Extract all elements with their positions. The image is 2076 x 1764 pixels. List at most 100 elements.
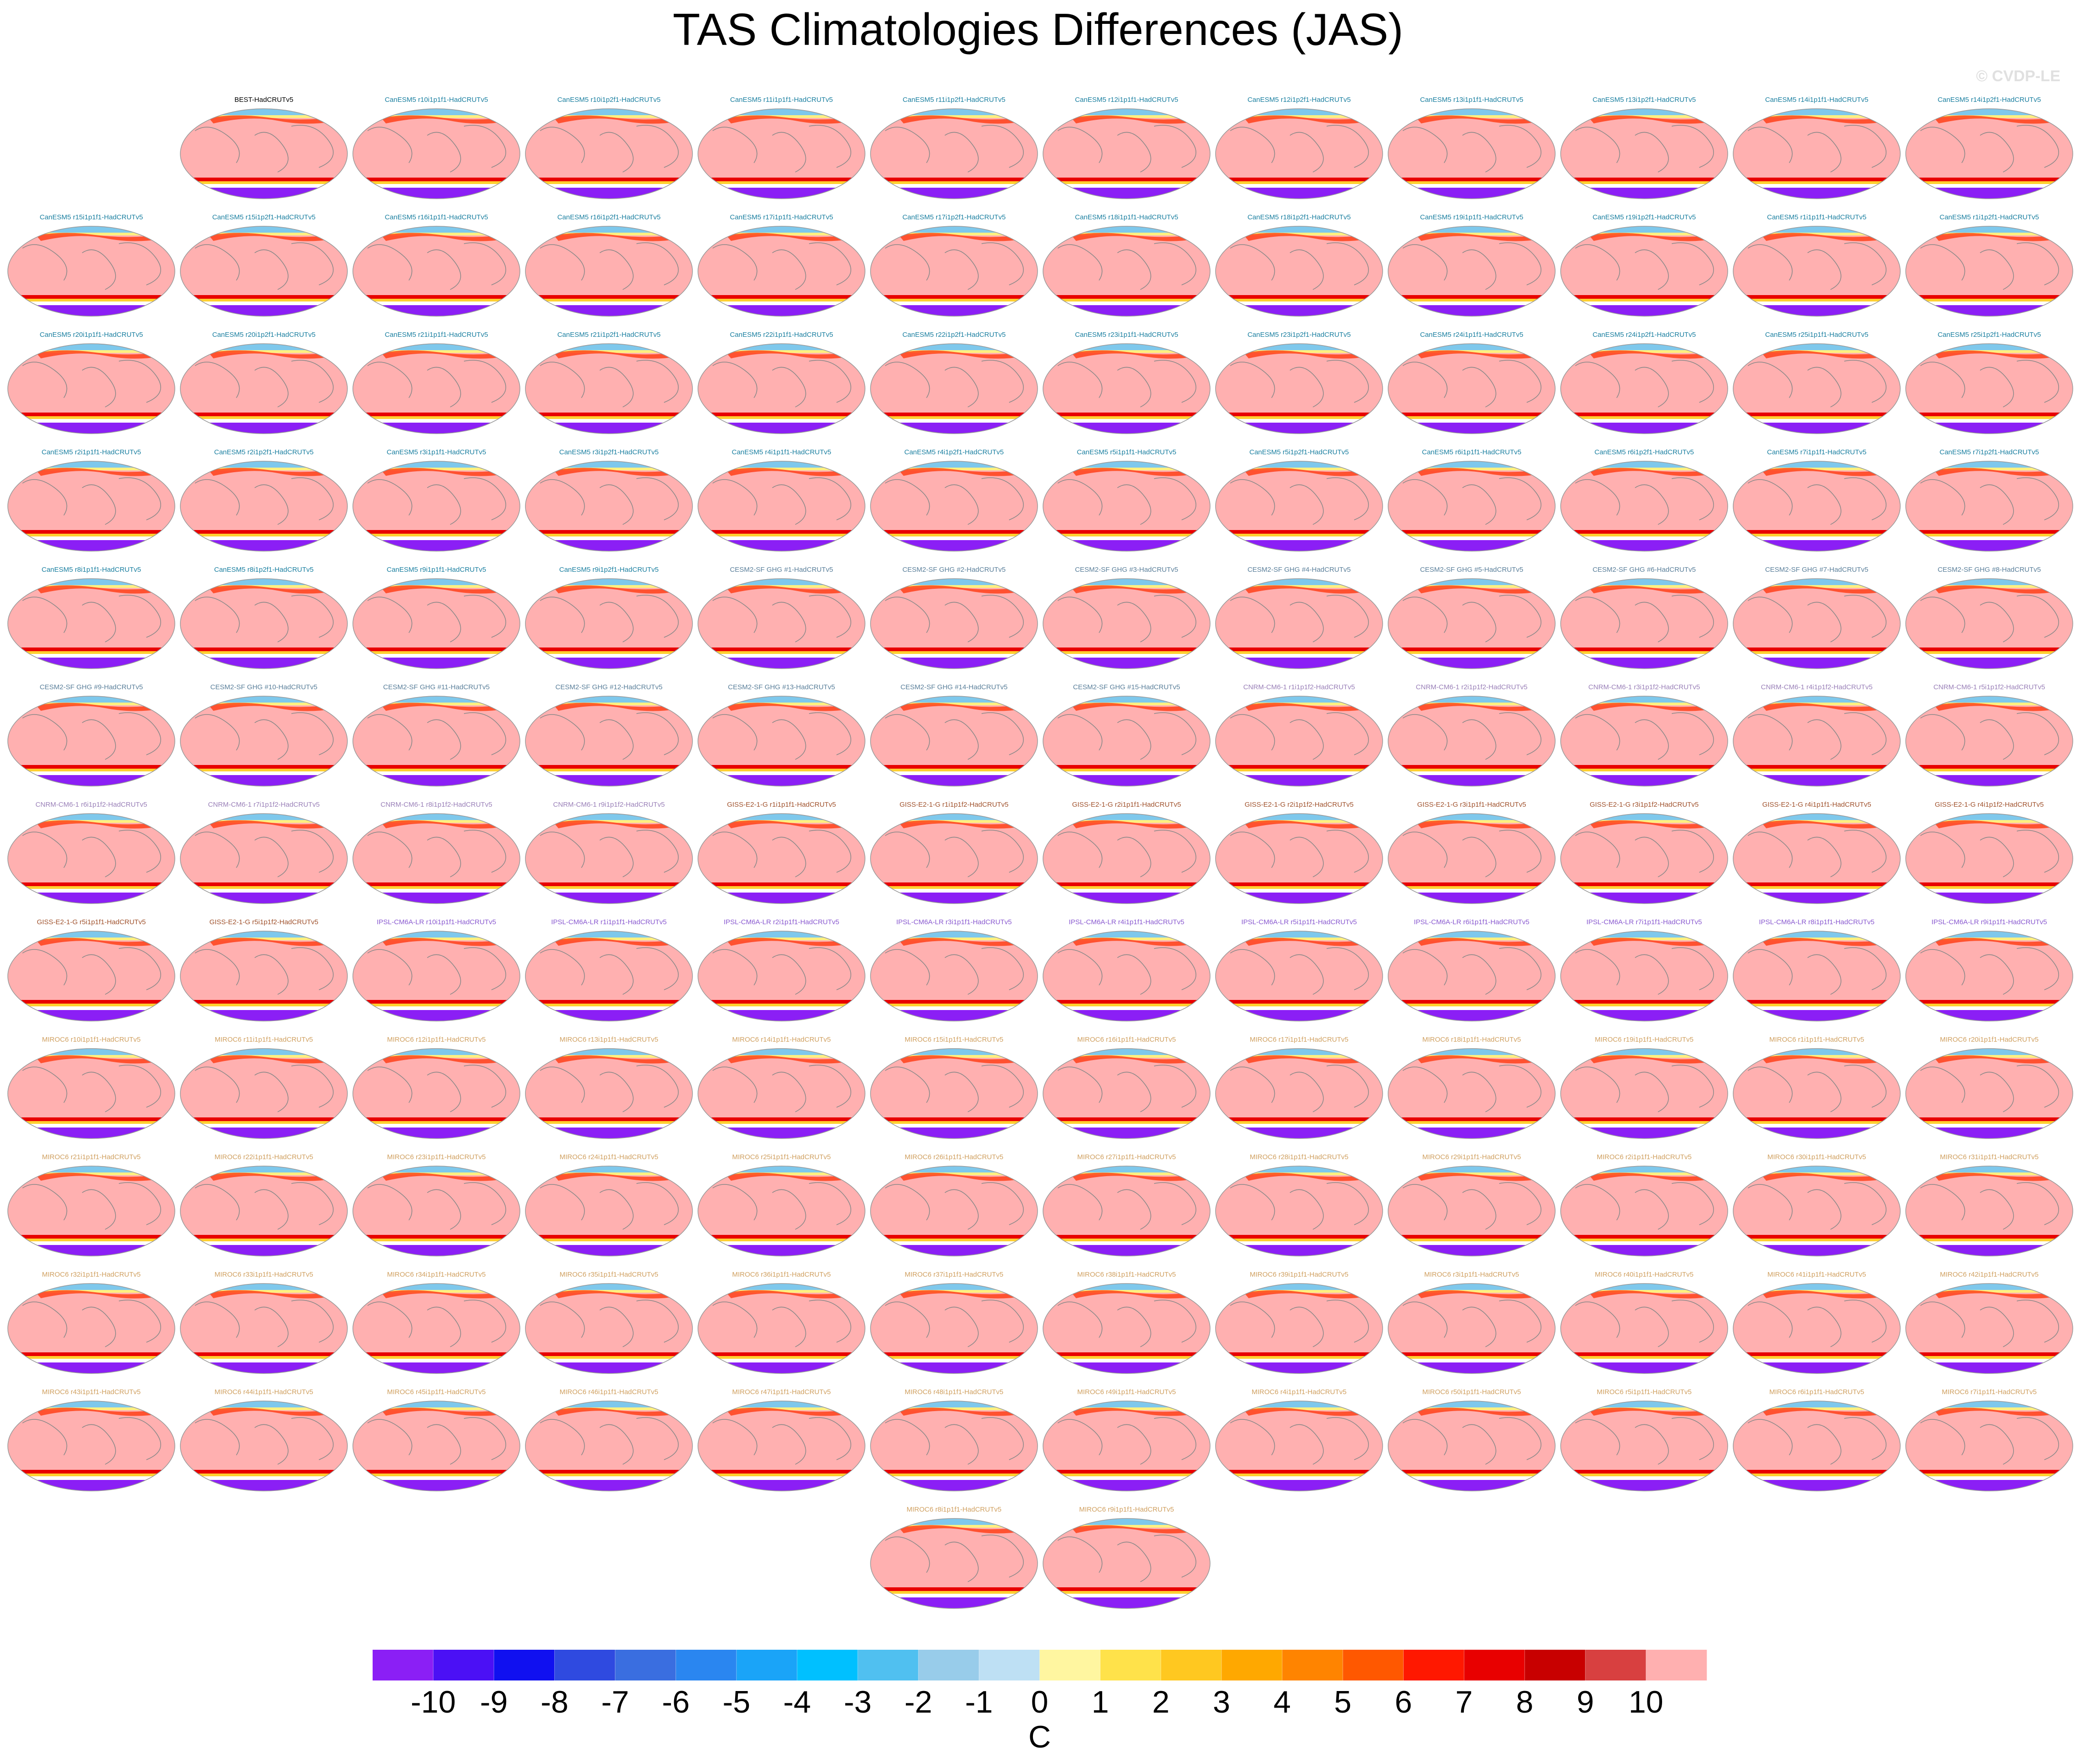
panel-label: MIROC6 r17i1p1f1-HadCRUTv5	[1250, 1036, 1348, 1044]
colorbar-box	[433, 1650, 494, 1680]
map-outline	[1388, 813, 1556, 904]
map-panel	[1216, 579, 1383, 669]
map-panel	[1733, 344, 1900, 434]
map-outline	[1215, 461, 1383, 552]
map-panel	[180, 696, 347, 786]
map-outline	[525, 461, 693, 552]
panel-label: CanESM5 r24i1p2f1-HadCRUTv5	[1592, 331, 1696, 339]
map-outline	[1043, 226, 1211, 317]
map-outline	[525, 108, 693, 199]
panel-label: GISS-E2-1-G r5i1p1f1-HadCRUTv5	[37, 918, 146, 926]
map-outline	[1733, 696, 1901, 787]
map-outline	[870, 1048, 1038, 1139]
panel-label: CNRM-CM6-1 r2i1p1f2-HadCRUTv5	[1416, 683, 1527, 691]
colorbar-box	[615, 1650, 676, 1680]
colorbar-label: -10	[411, 1685, 456, 1719]
map-outline	[1560, 108, 1728, 199]
map-outline	[1733, 1166, 1901, 1256]
panel-label: IPSL-CM6A-LR r8i1p1f1-HadCRUTv5	[1759, 918, 1875, 926]
map-outline	[1215, 343, 1383, 434]
panel-label: MIROC6 r30i1p1f1-HadCRUTv5	[1767, 1153, 1866, 1161]
map-outline	[352, 461, 520, 552]
map-outline	[698, 1048, 865, 1139]
map-outline	[7, 578, 175, 669]
map-outline	[7, 1166, 175, 1256]
map-panel	[353, 344, 520, 434]
map-panel	[1216, 696, 1383, 786]
panel-label: MIROC6 r40i1p1f1-HadCRUTv5	[1595, 1271, 1693, 1278]
map-panel	[1561, 461, 1728, 551]
panel-label: MIROC6 r38i1p1f1-HadCRUTv5	[1077, 1271, 1176, 1278]
panel-label: CESM2-SF GHG #11-HadCRUTv5	[383, 683, 490, 691]
colorbar-label: 4	[1273, 1685, 1291, 1719]
colorbar-box	[1343, 1650, 1404, 1680]
panel-label: CanESM5 r19i1p2f1-HadCRUTv5	[1592, 213, 1696, 221]
map-outline	[1043, 343, 1211, 434]
panel-label: MIROC6 r5i1p1f1-HadCRUTv5	[1597, 1388, 1692, 1396]
colorbar-label: 8	[1516, 1685, 1534, 1719]
map-panel	[8, 696, 175, 786]
map-outline	[1905, 696, 2073, 787]
panel-label: GISS-E2-1-G r4i1p1f2-HadCRUTv5	[1935, 801, 2044, 809]
map-outline	[698, 1166, 865, 1256]
map-outline	[180, 343, 348, 434]
map-outline	[1043, 578, 1211, 669]
colorbar-unit: C	[1028, 1719, 1051, 1754]
panel-label: MIROC6 r20i1p1f1-HadCRUTv5	[1940, 1036, 2038, 1044]
map-panel	[1733, 461, 1900, 551]
panel-label: MIROC6 r50i1p1f1-HadCRUTv5	[1422, 1388, 1521, 1396]
map-outline	[1560, 226, 1728, 317]
map-panel	[1388, 461, 1555, 551]
panel-label: MIROC6 r37i1p1f1-HadCRUTv5	[904, 1271, 1003, 1278]
map-panel	[1043, 1049, 1210, 1139]
colorbar-box	[1161, 1650, 1222, 1680]
map-outline	[1043, 696, 1211, 787]
map-outline	[1388, 343, 1556, 434]
map-outline	[352, 1283, 520, 1374]
panel-label: BEST-HadCRUTv5	[234, 96, 293, 104]
map-outline	[1560, 813, 1728, 904]
colorbar-box	[1039, 1650, 1101, 1680]
map-panel	[8, 1166, 175, 1256]
panel-label: CanESM5 r3i1p2f1-HadCRUTv5	[559, 448, 659, 456]
map-outline	[180, 1401, 348, 1491]
panel-label: GISS-E2-1-G r1i1p1f2-HadCRUTv5	[899, 801, 1009, 809]
panel-label: CNRM-CM6-1 r6i1p1f2-HadCRUTv5	[35, 801, 147, 809]
panel-label: CanESM5 r23i1p1f1-HadCRUTv5	[1075, 331, 1178, 339]
panel-label: IPSL-CM6A-LR r7i1p1f1-HadCRUTv5	[1586, 918, 1702, 926]
map-panel	[1216, 109, 1383, 199]
map-panel	[8, 814, 175, 904]
panel-label: CanESM5 r21i1p2f1-HadCRUTv5	[557, 331, 660, 339]
map-panel	[698, 579, 865, 669]
map-outline	[7, 1283, 175, 1374]
panel-label: MIROC6 r42i1p1f1-HadCRUTv5	[1940, 1271, 2038, 1278]
panel-label: IPSL-CM6A-LR r9i1p1f1-HadCRUTv5	[1931, 918, 2047, 926]
colorbar-box	[1524, 1650, 1586, 1680]
map-panel	[353, 931, 520, 1021]
map-panel	[1561, 1049, 1728, 1139]
map-panel	[1388, 814, 1555, 904]
colorbar-label: 1	[1092, 1685, 1109, 1719]
map-outline	[1215, 1048, 1383, 1139]
map-panel	[1043, 1284, 1210, 1373]
map-outline	[870, 1283, 1038, 1374]
map-outline	[870, 226, 1038, 317]
map-panel	[871, 696, 1038, 786]
map-panel	[871, 109, 1038, 199]
panel-label: CanESM5 r6i1p2f1-HadCRUTv5	[1595, 448, 1694, 456]
map-panel	[1043, 696, 1210, 786]
map-panel	[1388, 1166, 1555, 1256]
map-panel	[1388, 109, 1555, 199]
map-panel	[1388, 931, 1555, 1021]
map-outline	[1560, 696, 1728, 787]
map-outline	[1388, 696, 1556, 787]
map-outline	[525, 1166, 693, 1256]
map-panel	[698, 344, 865, 434]
panel-label: MIROC6 r23i1p1f1-HadCRUTv5	[387, 1153, 486, 1161]
map-panel	[1216, 814, 1383, 904]
panel-label: MIROC6 r18i1p1f1-HadCRUTv5	[1422, 1036, 1521, 1044]
panel-label: IPSL-CM6A-LR r4i1p1f1-HadCRUTv5	[1069, 918, 1184, 926]
panel-label: MIROC6 r19i1p1f1-HadCRUTv5	[1595, 1036, 1693, 1044]
panel-label: CanESM5 r4i1p2f1-HadCRUTv5	[904, 448, 1004, 456]
panel-label: CNRM-CM6-1 r9i1p1f2-HadCRUTv5	[553, 801, 664, 809]
